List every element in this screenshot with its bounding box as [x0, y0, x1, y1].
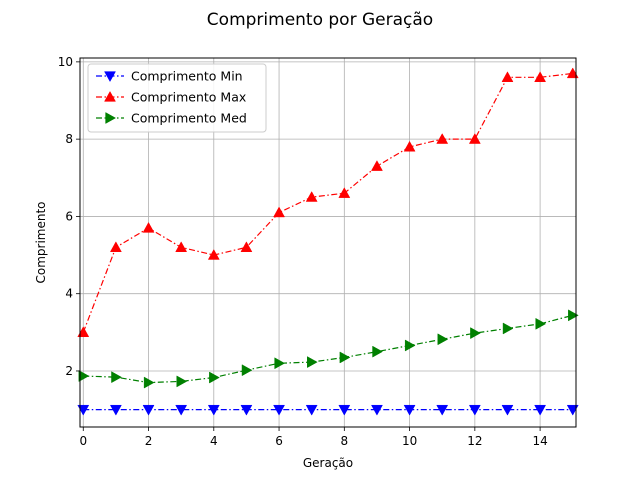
series-line-comprimento-max: [82, 72, 573, 333]
chart-title: Comprimento por Geração: [207, 10, 433, 30]
x-tick-label: 10: [402, 434, 417, 448]
legend-label-comprimento-max: Comprimento Max: [131, 90, 246, 105]
data-point-comprimento-med: [78, 370, 90, 382]
series-comprimento-max: [77, 67, 579, 337]
data-point-comprimento-med: [470, 327, 481, 340]
series-layer: [77, 67, 579, 416]
series-line-comprimento-med: [83, 314, 573, 384]
data-point-comprimento-max: [273, 206, 285, 218]
data-point-comprimento-max: [534, 71, 547, 82]
data-point-comprimento-min: [109, 404, 122, 416]
data-point-comprimento-min: [501, 404, 514, 416]
data-point-comprimento-min: [305, 404, 318, 416]
data-point-comprimento-min: [468, 404, 481, 416]
legend-marker-comprimento-med: [105, 112, 117, 124]
legend: Comprimento Min Comprimento Max Compriment…: [87, 63, 267, 133]
y-axis-label: Comprimento: [34, 201, 48, 283]
data-point-comprimento-min: [436, 404, 449, 416]
x-tick-label: 4: [210, 434, 218, 448]
x-tick-label: 2: [145, 434, 153, 448]
data-point-comprimento-med: [241, 364, 253, 377]
data-point-comprimento-max: [142, 221, 155, 233]
data-point-comprimento-min: [240, 404, 253, 416]
data-point-comprimento-min: [77, 404, 90, 416]
data-point-comprimento-med: [307, 356, 318, 369]
plot-frame: [79, 57, 577, 428]
data-point-comprimento-max: [240, 241, 253, 252]
data-point-comprimento-min: [207, 404, 220, 416]
data-point-comprimento-max: [338, 187, 351, 198]
data-point-comprimento-med: [111, 371, 122, 384]
y-tick-label: 8: [65, 132, 73, 146]
data-point-comprimento-max: [436, 133, 449, 144]
data-point-comprimento-max: [566, 67, 579, 79]
data-point-comprimento-min: [534, 404, 547, 416]
data-point-comprimento-max: [403, 140, 416, 152]
data-point-comprimento-med: [274, 357, 286, 370]
data-point-comprimento-med: [372, 345, 383, 358]
series-comprimento-min: [77, 404, 579, 416]
x-tick-label: 12: [467, 434, 482, 448]
data-point-comprimento-max: [468, 133, 481, 144]
data-point-comprimento-med: [339, 351, 351, 364]
legend-label-comprimento-med: Comprimento Med: [131, 111, 247, 126]
x-tick-label: 14: [532, 434, 547, 448]
x-axis-label: Geração: [303, 456, 353, 470]
data-point-comprimento-max: [371, 160, 383, 171]
data-point-comprimento-min: [338, 404, 351, 416]
data-point-comprimento-max: [175, 241, 188, 252]
x-tick-label: 8: [340, 434, 348, 448]
x-tick-label: 0: [79, 434, 87, 448]
y-tick-label: 2: [65, 364, 73, 378]
data-point-comprimento-min: [566, 404, 579, 416]
data-point-comprimento-max: [501, 71, 514, 82]
data-point-comprimento-min: [403, 404, 416, 416]
data-point-comprimento-max: [207, 249, 220, 260]
y-tick-label: 4: [65, 287, 73, 301]
data-point-comprimento-med: [535, 317, 547, 330]
data-point-comprimento-max: [305, 191, 318, 202]
data-point-comprimento-min: [371, 404, 383, 416]
legend-box: [87, 63, 267, 133]
data-point-comprimento-min: [142, 404, 155, 416]
data-point-comprimento-med: [176, 375, 188, 388]
data-point-comprimento-min: [273, 404, 285, 416]
legend-marker-comprimento-min: [104, 71, 116, 83]
data-point-comprimento-med: [437, 333, 449, 346]
data-point-comprimento-med: [209, 371, 220, 384]
series-comprimento-med: [78, 309, 579, 389]
y-tick-label: 6: [65, 209, 73, 223]
data-point-comprimento-med: [143, 376, 155, 389]
ticks: 0 2 4 6 8 10 12 14 2 4 6 8 10: [58, 55, 548, 448]
data-point-comprimento-med: [502, 322, 514, 335]
data-point-comprimento-min: [175, 404, 188, 416]
y-tick-label: 10: [58, 55, 73, 69]
data-point-comprimento-med: [568, 309, 579, 322]
legend-marker-comprimento-max: [104, 90, 116, 102]
data-point-comprimento-max: [109, 241, 122, 252]
legend-label-comprimento-min: Comprimento Min: [131, 69, 243, 84]
x-tick-label: 6: [275, 434, 283, 448]
data-point-comprimento-med: [404, 339, 416, 352]
data-point-comprimento-max: [77, 326, 90, 337]
